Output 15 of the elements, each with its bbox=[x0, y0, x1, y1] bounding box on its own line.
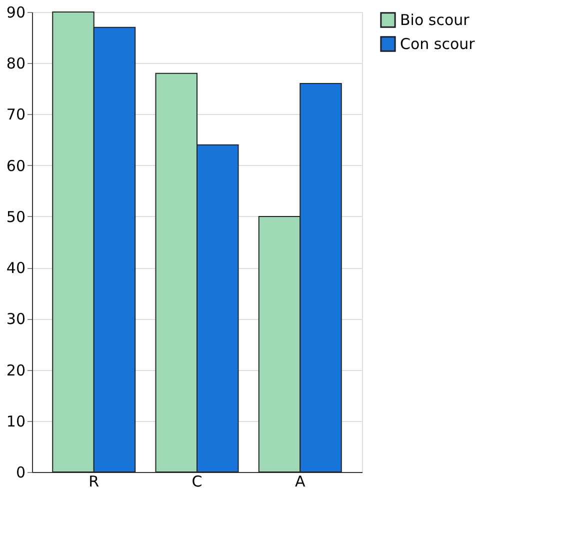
y-tick-label: 70 bbox=[6, 106, 26, 124]
x-tick-label: R bbox=[88, 472, 100, 490]
x-tick-label: A bbox=[294, 472, 306, 490]
y-tick-label: 80 bbox=[6, 54, 26, 73]
y-tick-label: 0 bbox=[16, 464, 26, 482]
y-tick-label: 60 bbox=[6, 156, 26, 175]
y-tick-label: 20 bbox=[6, 361, 26, 380]
y-tick-label: 50 bbox=[6, 208, 26, 226]
y-tick-label: 10 bbox=[6, 412, 26, 430]
legend-label: Bio scour bbox=[400, 11, 470, 29]
y-tick-label: 90 bbox=[6, 4, 26, 22]
y-tick-label: 40 bbox=[6, 259, 26, 278]
x-tick-label: C bbox=[192, 472, 202, 490]
y-tick-label: 30 bbox=[6, 310, 26, 328]
legend-label: Con scour bbox=[400, 35, 476, 53]
